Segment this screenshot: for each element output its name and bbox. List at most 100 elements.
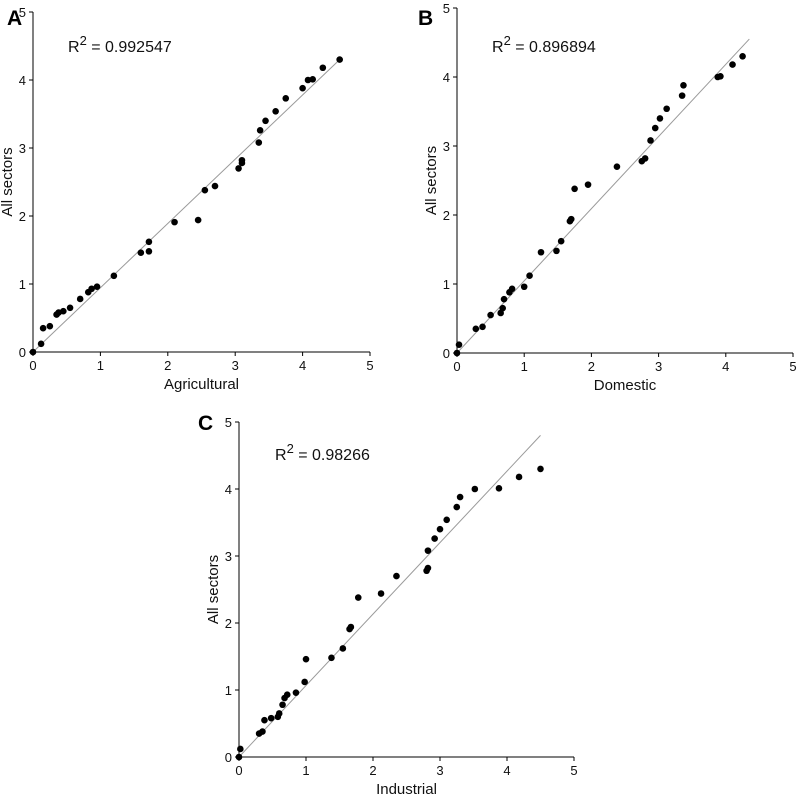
panel-a-data-point	[76, 295, 84, 303]
panel-a-data-point	[171, 218, 178, 226]
panel-a-y-tick-label: 4	[19, 73, 26, 88]
panel-b-r-squared-sup: 2	[504, 33, 511, 48]
panel-c-x-axis-title: Industrial	[376, 781, 437, 795]
panel-c-data-point	[436, 525, 444, 533]
panel-b-data-point	[739, 53, 746, 60]
panel-c-data-point	[431, 535, 438, 542]
panel-b-data-point	[487, 311, 494, 319]
panel-a-r-squared-sup: 2	[80, 33, 87, 48]
panel-a-y-tick-label: 2	[19, 209, 26, 224]
panel-b-data-point	[680, 81, 687, 89]
panel-a-data-point	[88, 285, 95, 293]
panel-a-data-point	[37, 340, 45, 348]
panel-a-data-point	[29, 348, 37, 356]
panel-c-data-point	[537, 465, 544, 473]
panel-b-data-point	[472, 325, 480, 333]
panel-a-data-point	[60, 307, 67, 315]
panel-c-data-point	[424, 547, 432, 554]
panel-c-data-point	[354, 594, 362, 601]
panel-a-fit-line	[32, 59, 341, 353]
panel-a-data-point	[39, 324, 47, 332]
panel-c-fit-line	[238, 435, 541, 758]
panel-b-r-squared-value: = 0.896894	[511, 39, 596, 56]
panel-c-data-point	[328, 654, 335, 662]
panel-c-data-point	[377, 590, 385, 597]
panel-b-data-point	[499, 304, 506, 312]
panel-a-x-tick-label: 0	[29, 358, 36, 373]
panel-b-data-point	[557, 237, 565, 245]
panel-c-data-point	[283, 691, 291, 698]
panel-a-data-point	[137, 249, 145, 257]
panel-a-letter: A	[7, 7, 22, 30]
panel-c-y-axis-title: All sectors	[205, 555, 222, 624]
panel-a-data-point	[145, 238, 153, 246]
panel-c-data-point	[279, 701, 286, 709]
panel-c-data-point	[443, 516, 451, 524]
panel-b-x-tick-label: 4	[722, 359, 729, 374]
panel-b-x-tick-label: 2	[588, 359, 595, 374]
panel-a-r-squared: R2 = 0.992547	[68, 33, 172, 56]
panel-a-data-point	[282, 95, 290, 102]
panel-b-y-tick-label: 1	[443, 277, 450, 292]
panel-b-data-point	[717, 73, 724, 80]
panel-c-x-tick-label: 0	[235, 763, 242, 778]
panel-b-data-point	[508, 285, 516, 293]
panel-c-r-squared-sup: 2	[287, 441, 294, 456]
panel-c-data-point	[471, 485, 479, 493]
panel-c-y-tick-label: 4	[225, 482, 232, 497]
panel-b-y-tick-label: 3	[443, 139, 450, 154]
panel-b-r-squared-r: R	[492, 39, 504, 56]
panel-a-data-point	[93, 283, 101, 291]
panel-b-data-point	[584, 181, 592, 188]
panel-b-data-point	[479, 323, 486, 331]
panel-b-data-point	[453, 349, 461, 357]
panel-a-x-axis-title: Agricultural	[164, 376, 239, 393]
panel-b-data-point	[656, 115, 664, 122]
panel-b-data-point	[455, 341, 463, 349]
panel-b-data-point	[526, 272, 533, 280]
panel-a-x-tick-label: 3	[232, 358, 239, 373]
panel-b-y-axis-title: All sectors	[423, 146, 440, 215]
panel-b-data-point	[500, 295, 508, 303]
panel-a-r-squared-value: = 0.992547	[87, 39, 172, 56]
panel-c-y-tick-label: 1	[225, 683, 232, 698]
panel-c-r-squared: R2 = 0.98266	[275, 441, 370, 464]
panel-b-y-tick-label: 0	[443, 346, 450, 361]
panel-c-data-point	[339, 645, 347, 652]
panel-c-data-point	[292, 689, 300, 696]
panel-a-data-point	[336, 56, 343, 63]
panel-a-x-tick-label: 5	[366, 358, 373, 373]
panel-a-data-point	[272, 107, 279, 115]
panel-a-data-point	[299, 84, 306, 92]
panel-a-data-point	[262, 117, 269, 125]
panel-b-data-point	[553, 247, 560, 255]
panel-c-data-point	[237, 745, 244, 753]
panel-b-y-tick-label: 4	[443, 70, 450, 85]
panel-c-x-tick-label: 4	[503, 763, 510, 778]
panel-c-data-point	[261, 716, 268, 724]
panel-a-data-point	[66, 304, 74, 312]
panel-b-x-tick-label: 1	[521, 359, 528, 374]
panel-c-x-tick-label: 2	[369, 763, 376, 778]
panel-c-data-point	[515, 473, 523, 481]
panel-c-data-point	[456, 493, 464, 501]
panel-b-data-point	[651, 124, 659, 132]
panel-a-y-axis-title: All sectors	[0, 147, 16, 216]
panel-a-data-point	[256, 127, 264, 134]
panel-c-data-point	[393, 572, 400, 580]
panel-a-data-point	[201, 186, 209, 194]
panel-b-data-point	[647, 137, 654, 144]
panel-b-x-tick-label: 0	[453, 359, 460, 374]
panel-a-r-squared-r: R	[68, 39, 80, 56]
panel-a-x-tick-label: 2	[164, 358, 171, 373]
panel-a-data-point	[145, 248, 153, 255]
panel-c-y-tick-label: 0	[225, 750, 232, 765]
panel-c-r-squared-value: = 0.98266	[294, 447, 370, 464]
panel-b-r-squared: R2 = 0.896894	[492, 33, 596, 56]
panel-c-data-point	[301, 678, 308, 686]
panel-c-y-tick-label: 3	[225, 549, 232, 564]
